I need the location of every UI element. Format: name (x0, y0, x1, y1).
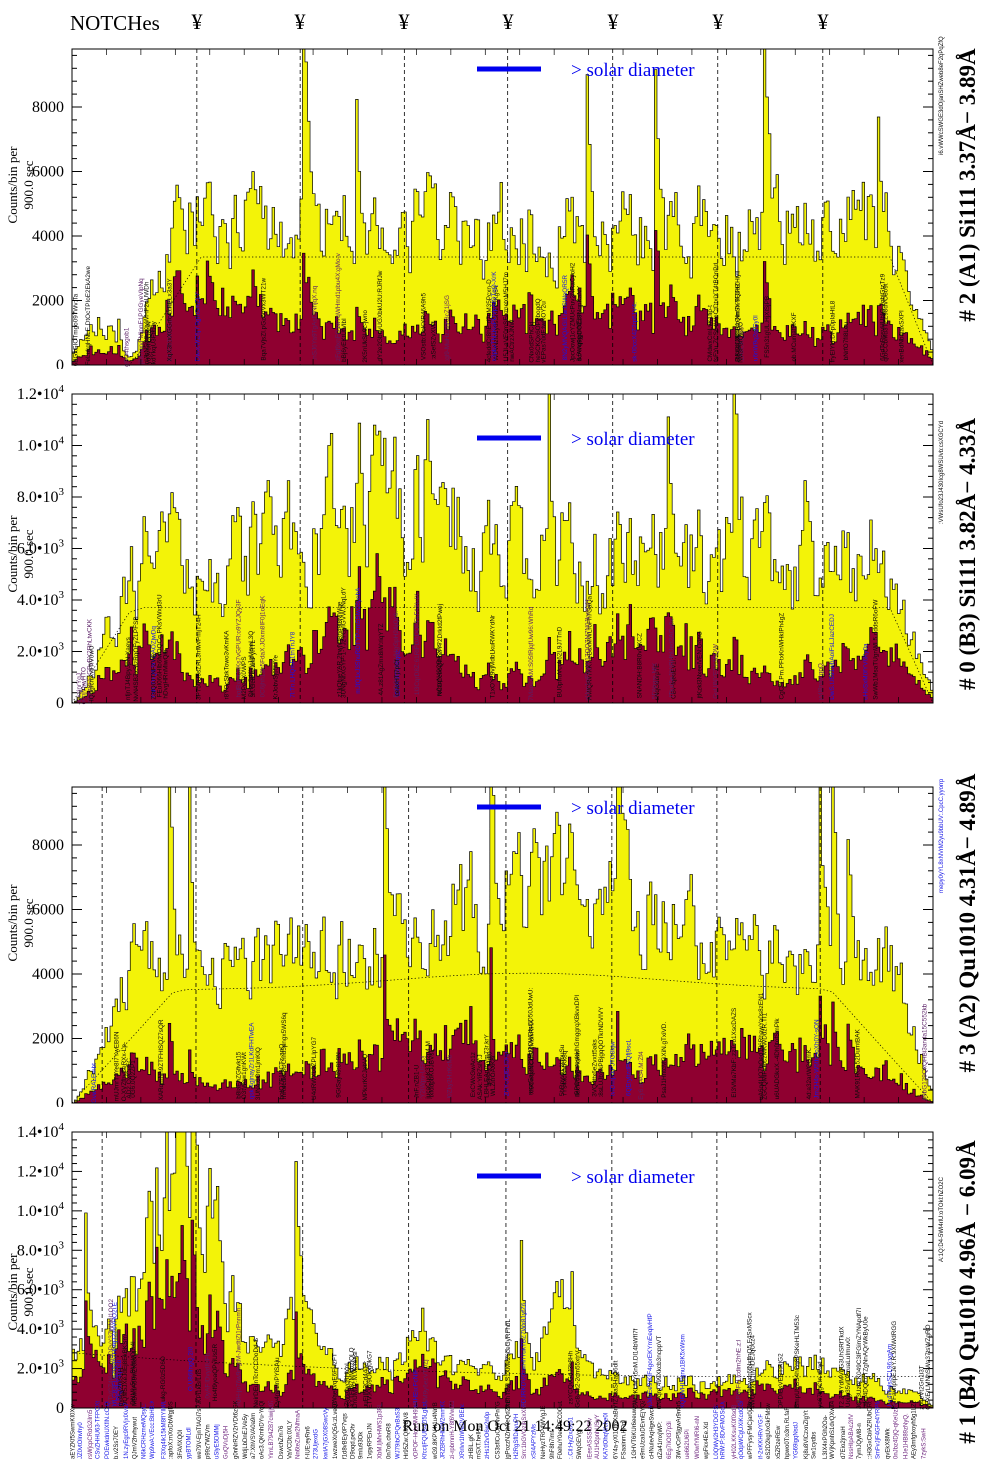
svg-text:¥: ¥ (818, 9, 829, 34)
svg-text:Counts/bin per: Counts/bin per (5, 145, 20, 223)
svg-text:Kj8u8VlCzxnZIgYt: Kj8u8VlCzxnZIgYt (804, 1410, 810, 1459)
svg-text:ypBTOMLdl: ypBTOMLdl (187, 1427, 193, 1459)
svg-text:e9mUzaIuDEvnEjYQZ7B: e9mUzaIuDEvnEjYQZ7B (641, 1401, 647, 1459)
svg-text:HJe1HB89zNyQ.: HJe1HB89zNyQ. (903, 1413, 909, 1459)
svg-text:D9oqd.peOtv: D9oqd.peOtv (351, 1424, 357, 1459)
svg-text:yH02LKKsuK0f0sdB: yH02LKKsuK0f0sdB (732, 1405, 738, 1459)
svg-text:a7:XhVSVA0a9m: a7:XhVSVA0a9m (251, 1413, 257, 1459)
svg-text:hpwo0T:o3m.RLfaF: hpwo0T:o3m.RLfaF (785, 1407, 791, 1459)
svg-text:f-IUE:eyRn6: f-IUE:eyRn6 (305, 1426, 311, 1459)
svg-text:YG69igqNsdJ: YG69igqNsdJ (794, 1422, 800, 1459)
svg-text:Counts/bin per: Counts/bin per (5, 883, 20, 961)
svg-text:cHNuIeAqHgeSwcu: cHNuIeAqHgeSwcu (650, 1406, 656, 1459)
svg-text:> solar diameter: > solar diameter (571, 60, 695, 81)
svg-text:VaVCDb:0XLY: VaVCDb:0XLY (288, 1420, 294, 1459)
svg-text:AEy3mfgfxoyh5g1LZSo: AEy3mfgfxoyh5g1LZSo (912, 1401, 918, 1459)
svg-text:x5ZRzeREw: x5ZRzeREw (776, 1425, 782, 1459)
svg-text:ue662U6Pi: ue662U6Pi (685, 1429, 691, 1459)
svg-text:Nn6teZuw2NfmaA: Nn6teZuw2NfmaA (295, 1410, 301, 1459)
svg-text:::H3GxCblAZRUbCRtCYSb: ::H3GxCblAZRUbCRtCYSb (867, 1401, 873, 1459)
svg-text:wPFFysyFMCjar0jZ3m5: wPFFysyFMCjar0jZ3m5 (748, 1401, 754, 1460)
svg-text:qOdpWCgUXiKcdCGoLdp: qOdpWCgUXiKcdCGoLdp (739, 1401, 745, 1459)
svg-text:WJ79ibCPQnBaS3: WJ79ibCPQnBaS3 (396, 1407, 402, 1459)
svg-text:9mlu93Ok: 9mlu93Ok (359, 1431, 365, 1459)
svg-text:d7Eio2jmaH: d7Eio2jmaH (841, 1426, 847, 1459)
svg-text:¥: ¥ (713, 9, 724, 34)
svg-text:QJmV2hvhywut: QJmV2hvhywut (133, 1417, 139, 1459)
svg-text:L3IX4xPGh2Oa-: L3IX4xPGh2Oa- (823, 1415, 829, 1459)
svg-text:# 3 (A2) Qu1010 4.31Å− 4.89Å: # 3 (A2) Qu1010 4.31Å− 4.89Å (955, 773, 980, 1072)
svg-text:wpFkx4Ee.Xd: wpFkx4Ee.Xd (704, 1422, 710, 1460)
svg-text:hRW:P:8DvFMOSoUuq: hRW:P:8DvFMOSoUuq (721, 1401, 727, 1459)
svg-text:3W-vCrP5jgwAr9n0r5: 3W-vCrP5jgwAr9n0r5 (676, 1401, 682, 1459)
svg-text:NOTCHes: NOTCHes (70, 11, 160, 35)
svg-text:p99z7WZVm: p99z7WZVm (206, 1424, 212, 1459)
svg-text:SmFvJjF4GFe4YRPM1GDA: SmFvJjF4GFe4YRPM1GDA (875, 1401, 881, 1459)
svg-text:Counts/bin per: Counts/bin per (5, 1252, 20, 1330)
svg-text:g0nNrRZV2rVDt6zGK: g0nNrRZV2rVDt6zGK (234, 1401, 240, 1459)
svg-text:PDEwkdnUXflN.cC:Qh: PDEwkdnUXflN.cC:Qh (105, 1401, 111, 1459)
svg-text:¥: ¥ (608, 9, 619, 34)
svg-text:Sw1cydbs: Sw1cydbs (811, 1432, 817, 1459)
svg-text:273UjexdG: 273UjexdG (313, 1429, 319, 1459)
svg-text:0n7oh.choR8: 0n7oh.choR8 (386, 1423, 392, 1459)
svg-text:F3Xq4ik15kM8fIYIlWLf: F3Xq4ik15kM8fIYIlWLf (161, 1401, 167, 1459)
svg-text:eS2D2kgUxGkFMsw: eS2D2kgUxGkFMsw (766, 1403, 772, 1459)
svg-text:1vpyRPEnJN: 1vpyRPEnJN (368, 1423, 374, 1459)
svg-text:uSlyE5DMMj: uSlyE5DMMj (215, 1424, 221, 1459)
svg-text:6Eg7IiOl37p3i: 6Eg7IiOl37p3i (667, 1421, 673, 1459)
svg-text:# 2 (A1) Si111 3.37Å− 3.89Å: # 2 (A1) Si111 3.37Å− 3.89Å (955, 48, 980, 322)
svg-text:JZ0vtOlnvhy0: JZ0vtOlnvhy0 (78, 1422, 84, 1459)
svg-text:¥: ¥ (192, 9, 203, 34)
svg-text:if-2xKKHRvYG:F: if-2xKKHRvYG:F (759, 1414, 765, 1459)
svg-text:> solar diameter: > solar diameter (571, 798, 695, 819)
svg-text:b.v2Ss70EY: b.v2Ss70EY (114, 1426, 120, 1459)
svg-text:W0wfYMRI6-nN: W0wfYMRI6-nN (695, 1416, 701, 1459)
svg-text:mepy0yYL8xNVrM2yu9bbUV:.CpcC.y: mepy0yYL8xNVrM2yu9bbUV:.CpcC.yyorrp (939, 778, 945, 893)
svg-text:L0QWyI2H3YDGFS:: L0QWyI2H3YDGFS: (714, 1404, 720, 1459)
svg-text:N6kCRHzmeMQsyL:: N6kCRHzmeMQsyL: (142, 1403, 148, 1459)
svg-text::VWsUfo23J430Icg8WSUvb:csXGCYd: :VWsUfo23J430Icg8WSUvb:csXGCYd (939, 421, 945, 524)
svg-text:900.0 sec: 900.0 sec (21, 160, 36, 209)
svg-text:0nJbz4DjQ-qKeUzkS: 0nJbz4DjQ-qKeUzkS (893, 1402, 899, 1459)
svg-text:qvEkX8lWk: qvEkX8lWk (886, 1427, 892, 1459)
svg-text:WdjLbDnEJVe5y: WdjLbDnEJVe5y (243, 1414, 249, 1459)
svg-text:7ymJQyM8-n: 7ymJQyM8-n (857, 1423, 863, 1459)
svg-text:> solar diameter: > solar diameter (571, 1167, 695, 1188)
svg-text:¥: ¥ (503, 9, 514, 34)
svg-text:1N.zyEgc9RVjxlXva7: 1N.zyEgc9RVjxlXva7 (124, 1402, 130, 1459)
svg-text:rsWjcpCRdG2ilm5: rsWjcpCRdG2ilm5 (88, 1409, 94, 1459)
svg-text:A:1Q:D4-5Wl4rlU:oTOkl:hZO2C: A:1Q:D4-5Wl4rlU:oTOkl:hZO2C (939, 1176, 945, 1262)
svg-text:1wzweXrQ5A:zLvezCosHI: 1wzweXrQ5A:zLvezCosHI (333, 1401, 339, 1459)
svg-text:900.0 sec: 900.0 sec (21, 1267, 36, 1316)
svg-text:YimLB794ZB7ciwjjv07: YimLB794ZB7ciwjjv07 (269, 1401, 275, 1459)
svg-text:NssHIpABAc2ifV: NssHIpABAc2ifV (849, 1414, 855, 1459)
svg-text:zHBiL.gK: zHBiL.gK (469, 1434, 475, 1459)
svg-text:f1d8vBEy0P7vqs: f1d8vBEy0P7vqs (343, 1413, 349, 1459)
svg-text:> solar diameter: > solar diameter (571, 429, 695, 450)
svg-text:kwIA7jGX08SwcVy: kwIA7jGX08SwcVy (324, 1408, 330, 1459)
svg-text:7zykS:SwH: 7zykS:SwH (922, 1428, 928, 1459)
svg-text:aEYZKf5SwmKI0Xw: aEYZKf5SwmKI0Xw (70, 1404, 76, 1459)
svg-text:we79V-EjnTfAGl7sP7HT: we79V-EjnTfAGl7sP7HT (197, 1401, 203, 1460)
svg-text:i6.vWWcSWGE3dOjanSHZweb8eF2qPq: i6.vWWcSWGE3dOjanSHZweb8eF2qPqZfQ (939, 36, 945, 155)
svg-text:GuQVuDj5H: GuQVuDj5H (223, 1426, 229, 1459)
svg-text:XbM.ljMvHWS1p3FL: XbM.ljMvHWS1p3FL (378, 1403, 384, 1459)
svg-text:¥: ¥ (295, 9, 306, 34)
svg-text:Wp9wA:VEcc:BbHB:KqLbI: Wp9wA:VEcc:BbHB:KqLbI (150, 1401, 156, 1459)
svg-text:3FAVlXQ0I: 3FAVlXQ0I (178, 1429, 184, 1459)
svg-text:900.0 sec: 900.0 sec (21, 529, 36, 578)
svg-text:1GHVT6KUr6eeuwrcaqlq: 1GHVT6KUr6eeuwrcaqlq (632, 1401, 638, 1459)
svg-text:oAc3.QKmhDYu-YqQbH: oAc3.QKmhDYu-YqQbH (259, 1401, 265, 1459)
svg-text:# 1 (B4) Qu1010 4.96Å − 6.09Å: # 1 (B4) Qu1010 4.96Å − 6.09Å (955, 1140, 980, 1444)
svg-text::apfoX:mXoDbWgjDStV8: :apfoX:mXoDbWgjDStV8 (169, 1401, 175, 1459)
svg-text:¥: ¥ (399, 9, 410, 34)
svg-text:CSvZHHU63-TFPCXtno4: CSvZHHU63-TFPCXtno4 (96, 1401, 102, 1459)
svg-text:# 0 (B3) Si111 3.82Å− 4.33Å: # 0 (B3) Si111 3.82Å− 4.33Å (955, 417, 980, 689)
svg-text:900.0 sec: 900.0 sec (21, 898, 36, 947)
svg-text:WVjKpnhS1dvQXwit4RWV: WVjKpnhS1dvQXwit4RWV (830, 1401, 836, 1459)
svg-text:DswchZm76: DswchZm76 (279, 1425, 285, 1459)
svg-text:dZa41mxjWP:: dZa41mxjWP: (658, 1421, 664, 1459)
svg-text:Counts/bin per: Counts/bin per (5, 514, 20, 592)
